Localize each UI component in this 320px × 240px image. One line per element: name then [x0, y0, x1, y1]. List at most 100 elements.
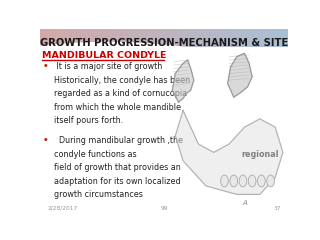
Bar	[101, 29, 102, 47]
Bar	[254, 29, 256, 47]
Bar	[54, 29, 55, 47]
Bar	[97, 29, 99, 47]
Bar	[75, 29, 76, 47]
Bar	[246, 29, 247, 47]
Bar	[195, 29, 196, 47]
Bar	[252, 29, 253, 47]
Bar	[61, 29, 63, 47]
Bar	[209, 29, 210, 47]
Bar	[241, 29, 242, 47]
Bar	[156, 29, 158, 47]
Bar	[131, 29, 132, 47]
Bar	[261, 29, 262, 47]
Bar	[104, 29, 106, 47]
Bar	[119, 29, 121, 47]
Text: itself pours forth.: itself pours forth.	[54, 116, 123, 125]
Ellipse shape	[258, 175, 265, 187]
Polygon shape	[228, 53, 252, 97]
Bar	[189, 29, 190, 47]
Bar	[55, 29, 56, 47]
Bar	[179, 29, 180, 47]
Bar	[197, 29, 199, 47]
Text: A: A	[242, 200, 247, 206]
Bar	[287, 29, 288, 47]
Bar	[81, 29, 83, 47]
Bar	[217, 29, 219, 47]
Bar	[260, 29, 261, 47]
Text: field of growth that provides an: field of growth that provides an	[54, 163, 180, 172]
Text: regional: regional	[241, 150, 278, 159]
Bar	[219, 29, 220, 47]
Bar	[117, 29, 118, 47]
Bar	[204, 29, 205, 47]
Bar	[164, 29, 165, 47]
Bar	[153, 29, 154, 47]
Bar	[98, 29, 100, 47]
Bar	[86, 29, 87, 47]
Bar	[257, 29, 259, 47]
Bar	[184, 29, 185, 47]
Bar	[158, 29, 159, 47]
Bar	[235, 29, 236, 47]
Bar	[210, 29, 212, 47]
Bar	[60, 29, 61, 47]
Text: •: •	[43, 136, 48, 145]
Bar	[56, 29, 58, 47]
Text: condyle functions as: condyle functions as	[54, 150, 139, 159]
Bar	[46, 29, 48, 47]
Bar	[281, 29, 282, 47]
Bar	[68, 29, 70, 47]
Bar	[203, 29, 204, 47]
Bar	[41, 29, 43, 47]
Bar	[262, 29, 263, 47]
Bar	[140, 29, 142, 47]
Bar	[82, 29, 84, 47]
Bar	[272, 29, 273, 47]
Bar	[84, 29, 86, 47]
Bar	[215, 29, 216, 47]
Bar	[66, 29, 68, 47]
Ellipse shape	[248, 175, 256, 187]
Bar	[169, 29, 171, 47]
Bar	[214, 29, 215, 47]
Bar	[201, 29, 203, 47]
Bar	[227, 29, 229, 47]
Ellipse shape	[239, 175, 247, 187]
Bar	[100, 29, 101, 47]
Bar	[216, 29, 218, 47]
Bar	[118, 29, 120, 47]
Bar	[149, 29, 151, 47]
Bar	[40, 29, 42, 47]
Bar	[222, 29, 224, 47]
Bar	[232, 29, 234, 47]
Bar	[183, 29, 184, 47]
Bar	[170, 29, 172, 47]
Bar	[74, 29, 75, 47]
Bar	[62, 29, 64, 47]
Bar	[159, 29, 161, 47]
Bar	[116, 29, 117, 47]
PathPatch shape	[40, 42, 288, 214]
Bar	[174, 29, 175, 47]
Bar	[247, 29, 249, 47]
Bar	[191, 29, 193, 47]
Bar	[285, 29, 287, 47]
Bar	[50, 29, 52, 47]
Bar	[258, 29, 260, 47]
Bar	[91, 29, 92, 47]
Bar	[147, 29, 148, 47]
Bar	[142, 29, 143, 47]
Bar	[271, 29, 272, 47]
Bar	[59, 29, 60, 47]
Text: from which the whole mandible: from which the whole mandible	[54, 103, 180, 112]
Bar	[70, 29, 71, 47]
Text: 99: 99	[160, 205, 168, 210]
Bar	[137, 29, 138, 47]
Bar	[57, 29, 59, 47]
Bar	[185, 29, 187, 47]
Bar	[212, 29, 214, 47]
Bar	[150, 29, 152, 47]
Bar	[123, 29, 124, 47]
Text: 2/28/2017: 2/28/2017	[47, 205, 77, 210]
Text: During mandibular growth ,the: During mandibular growth ,the	[54, 136, 183, 145]
